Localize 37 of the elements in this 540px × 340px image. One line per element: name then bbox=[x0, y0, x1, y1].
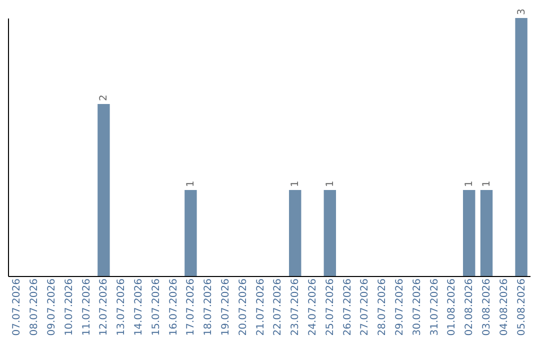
x-tick-label: 23.07.2026 bbox=[290, 278, 302, 336]
x-tick-label: 31.07.2026 bbox=[429, 278, 440, 336]
data-label: 1 bbox=[186, 180, 197, 187]
x-tick-label: 08.07.2026 bbox=[29, 278, 40, 336]
x-tick-label: 05.08.2026 bbox=[516, 278, 528, 336]
data-label: 1 bbox=[290, 180, 302, 187]
x-tick-label: 12.07.2026 bbox=[98, 278, 110, 336]
x-tick-label: 21.07.2026 bbox=[255, 278, 266, 336]
data-label: 1 bbox=[482, 180, 492, 187]
x-tick-label: 30.07.2026 bbox=[412, 278, 423, 336]
x-tick-label: 04.08.2026 bbox=[498, 278, 510, 336]
x-tick-label: 26.07.2026 bbox=[342, 278, 354, 336]
x-tick-label: 09.07.2026 bbox=[46, 278, 58, 336]
x-tick-label: 24.07.2026 bbox=[308, 278, 318, 336]
x-tick-label: 16.07.2026 bbox=[168, 278, 180, 336]
x-tick-label: 28.07.2026 bbox=[377, 278, 388, 336]
x-tick-label: 15.07.2026 bbox=[150, 278, 162, 336]
x-tick-label: 01.08.2026 bbox=[446, 278, 458, 336]
x-tick-label: 13.07.2026 bbox=[116, 278, 128, 336]
data-label: 3 bbox=[516, 8, 528, 15]
x-tick-label: 10.07.2026 bbox=[64, 278, 75, 336]
x-tick-label: 17.07.2026 bbox=[186, 278, 197, 336]
x-tick-label: 29.07.2026 bbox=[394, 278, 406, 336]
x-tick-label: 18.07.2026 bbox=[203, 278, 214, 336]
x-tick-label: 25.07.2026 bbox=[324, 278, 336, 336]
x-tick-label: 19.07.2026 bbox=[220, 278, 232, 336]
data-label: 1 bbox=[464, 180, 476, 187]
x-tick-label: 22.07.2026 bbox=[272, 278, 284, 336]
x-tick-label: 03.08.2026 bbox=[482, 278, 492, 336]
data-label: 1 bbox=[324, 180, 336, 187]
x-tick-label: 02.08.2026 bbox=[464, 278, 476, 336]
data-label: 2 bbox=[98, 94, 110, 101]
x-tick-label: 20.07.2026 bbox=[238, 278, 249, 336]
x-tick-label: 11.07.2026 bbox=[81, 278, 92, 336]
x-tick-label: 14.07.2026 bbox=[134, 278, 144, 336]
x-tick-label: 07.07.2026 bbox=[12, 278, 23, 336]
x-tick-label: 27.07.2026 bbox=[360, 278, 371, 336]
